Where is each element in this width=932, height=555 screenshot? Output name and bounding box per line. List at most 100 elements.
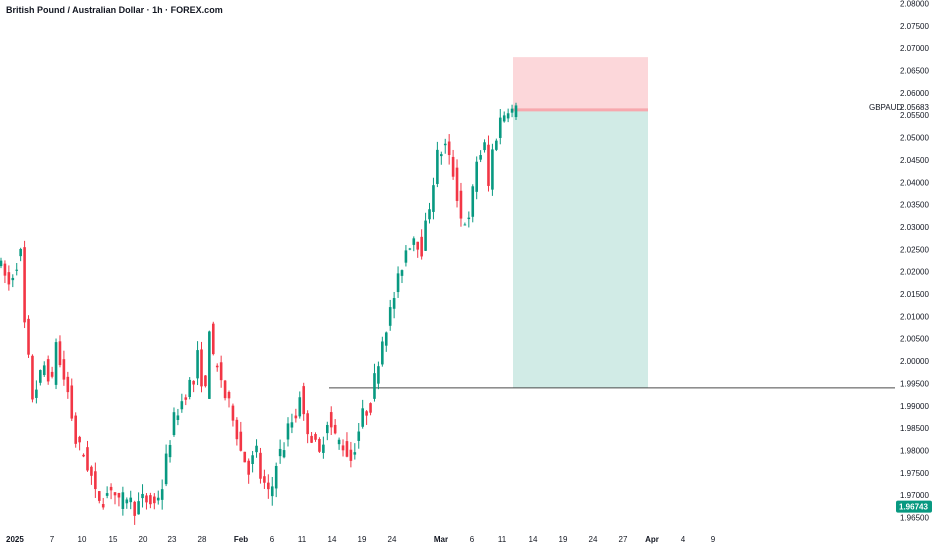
candle-body xyxy=(196,350,199,379)
candle-body xyxy=(349,449,353,461)
candle-body xyxy=(487,144,490,186)
y-tick-label: 2.04000 xyxy=(900,178,929,187)
candle-body xyxy=(227,392,231,399)
candle-body xyxy=(392,298,396,309)
x-tick-label: 19 xyxy=(559,535,568,544)
candle-body xyxy=(153,496,156,504)
y-tick-label: 2.05500 xyxy=(900,111,929,120)
candle-body xyxy=(479,155,482,160)
candle-body xyxy=(149,495,152,505)
candle-body xyxy=(483,142,486,151)
y-tick-label: 1.99000 xyxy=(900,402,929,411)
candle-body xyxy=(467,217,471,220)
candle-body xyxy=(129,497,133,503)
candle-body xyxy=(46,359,50,382)
candle-body xyxy=(3,263,7,276)
candle-body xyxy=(298,397,302,417)
candle-body xyxy=(97,491,101,501)
candle-body xyxy=(50,371,54,377)
candle-body xyxy=(369,403,372,413)
candle-body xyxy=(90,466,93,476)
candle-body xyxy=(204,375,207,387)
take-profit-zone xyxy=(513,109,648,388)
candle-body xyxy=(424,220,427,251)
candle-body xyxy=(459,190,463,219)
x-tick-label: 24 xyxy=(388,535,397,544)
candle-body xyxy=(455,167,459,201)
y-tick-label: 2.00000 xyxy=(900,357,929,366)
candle-body xyxy=(274,465,278,489)
candle-body xyxy=(42,365,46,376)
x-tick-label: 24 xyxy=(589,535,598,544)
y-tick-label: 2.06000 xyxy=(900,89,929,98)
candle-body xyxy=(219,362,223,381)
candle-body xyxy=(263,476,266,483)
x-tick-label: 9 xyxy=(711,535,716,544)
candle-body xyxy=(282,450,286,458)
x-tick-label: 10 xyxy=(78,535,87,544)
candle-body xyxy=(278,448,282,457)
candle-body xyxy=(373,373,376,399)
candle-body xyxy=(31,355,34,400)
candle-body xyxy=(270,486,274,497)
candle-body xyxy=(255,445,258,453)
current-price-value: 1.96743 xyxy=(899,503,928,512)
x-tick-label: 15 xyxy=(109,535,118,544)
y-tick-label: 1.98500 xyxy=(900,424,929,433)
candle-body xyxy=(35,389,38,398)
candle-body xyxy=(58,341,62,366)
candle-body xyxy=(314,434,317,440)
candle-body xyxy=(39,370,42,383)
candle-body xyxy=(471,186,475,217)
x-tick-label: 6 xyxy=(470,535,475,544)
candle-body xyxy=(322,444,325,453)
candle-body xyxy=(361,408,364,427)
candle-body xyxy=(290,422,294,428)
candle-body xyxy=(475,161,478,192)
current-price-badge xyxy=(896,500,932,513)
candle-body xyxy=(141,493,144,499)
candle-body xyxy=(267,482,270,490)
candle-body xyxy=(121,492,125,509)
y-tick-label: 2.07500 xyxy=(900,22,929,31)
candle-body xyxy=(388,307,392,326)
candle-body xyxy=(432,185,435,212)
candle-body xyxy=(408,248,412,250)
candle-body xyxy=(420,236,423,257)
candle-body xyxy=(381,341,384,365)
candle-body xyxy=(66,376,70,393)
candle-body xyxy=(384,332,388,346)
candle-body xyxy=(156,497,160,501)
candle-body xyxy=(160,489,164,500)
candle-body xyxy=(184,397,188,400)
y-tick-label: 2.02000 xyxy=(900,268,929,277)
candle-body xyxy=(333,424,337,434)
y-tick-label: 2.04500 xyxy=(900,156,929,165)
candle-body xyxy=(145,495,148,503)
candle-body xyxy=(345,441,349,457)
candle-body xyxy=(302,386,306,415)
x-tick-label: 27 xyxy=(619,535,628,544)
candle-body xyxy=(325,424,329,434)
candle-body xyxy=(231,405,235,421)
candle-body xyxy=(27,318,30,355)
x-tick-label: 20 xyxy=(139,535,148,544)
candle-body xyxy=(353,452,357,455)
candle-body xyxy=(318,438,321,452)
candle-body xyxy=(94,471,97,490)
y-tick-label: 2.03000 xyxy=(900,223,929,232)
candle-body xyxy=(286,423,290,440)
x-tick-label: 28 xyxy=(198,535,207,544)
candle-body xyxy=(54,342,58,385)
candle-body xyxy=(235,419,239,440)
candle-body xyxy=(168,444,172,458)
candle-body xyxy=(502,115,506,122)
candle-body xyxy=(105,493,109,496)
x-tick-label: 11 xyxy=(498,535,507,544)
candle-body xyxy=(172,412,176,436)
candle-body xyxy=(211,323,215,355)
candle-body xyxy=(62,359,66,380)
candle-body xyxy=(243,451,247,463)
